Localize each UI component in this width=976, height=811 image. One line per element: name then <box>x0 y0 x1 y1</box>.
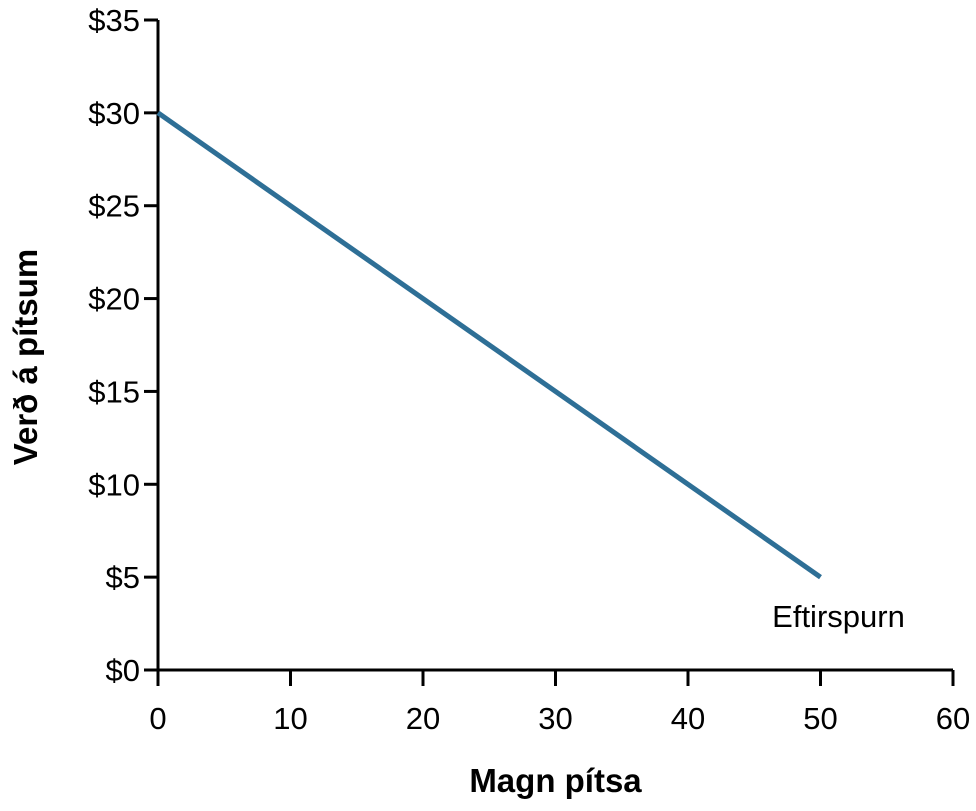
demand-line <box>156 110 822 580</box>
x-tick-label: 50 <box>803 701 837 736</box>
x-tick-label: 0 <box>149 701 166 736</box>
x-tick-label: 40 <box>671 701 705 736</box>
series-layer: Eftirspurn <box>156 110 905 634</box>
y-tick-label: $25 <box>88 189 140 224</box>
series-label-demand: Eftirspurn <box>772 599 905 634</box>
y-tick-label: $15 <box>88 374 140 409</box>
x-axis-title: Magn pítsa <box>469 762 642 799</box>
y-tick-label: $30 <box>88 96 140 131</box>
y-axis-title: Verð á pítsum <box>7 249 44 465</box>
x-tick-label: 10 <box>273 701 307 736</box>
x-tick-label: 30 <box>538 701 572 736</box>
y-tick-label: $35 <box>88 3 140 38</box>
x-axis-ticks: 0 10 20 30 40 50 60 <box>149 670 970 736</box>
y-tick-label: $5 <box>106 560 140 595</box>
x-tick-label: 20 <box>406 701 440 736</box>
y-tick-label: $20 <box>88 282 140 317</box>
y-tick-label: $0 <box>106 653 140 688</box>
y-tick-label: $10 <box>88 467 140 502</box>
x-tick-label: 60 <box>936 701 970 736</box>
y-axis-ticks: $0 $5 $10 $15 $20 $25 $30 $35 <box>88 3 158 688</box>
